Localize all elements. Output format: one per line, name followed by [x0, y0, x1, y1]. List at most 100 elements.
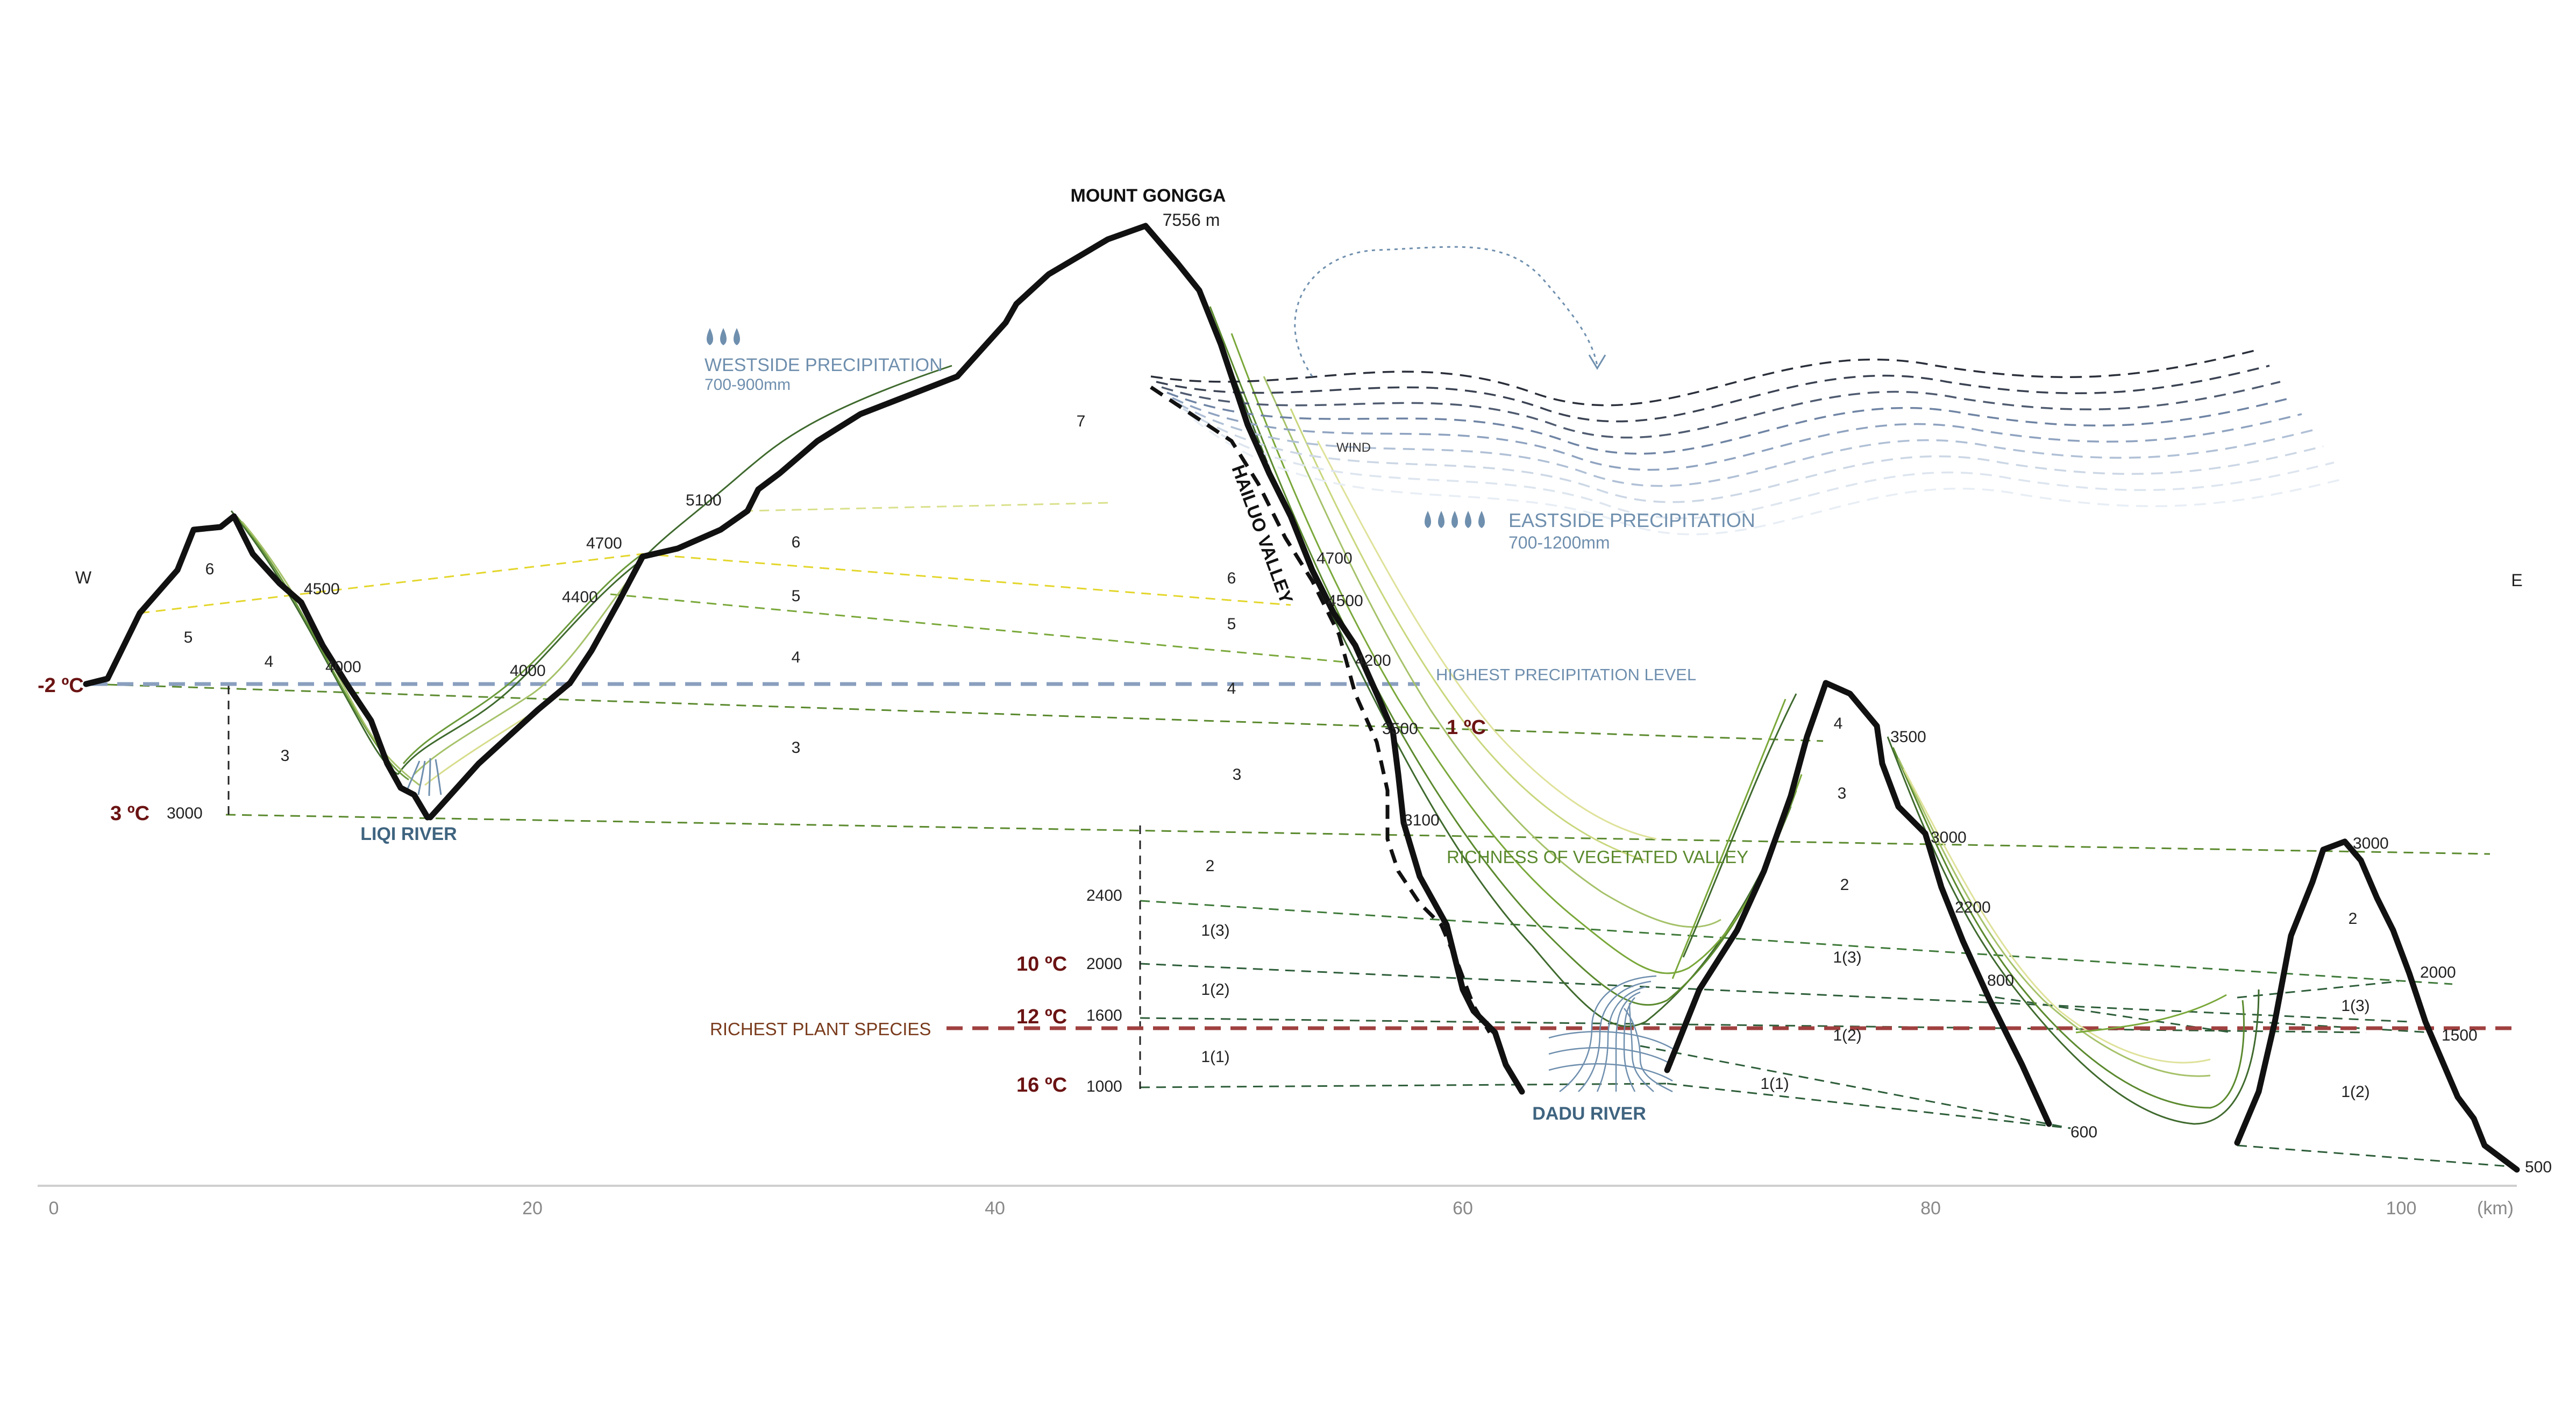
x-tick-100: 100 [2386, 1198, 2417, 1219]
zone-3-ridge: 3 [1838, 785, 1847, 802]
x-tick-60: 60 [1453, 1198, 1473, 1219]
x-tick-20: 20 [522, 1198, 543, 1219]
elev-3000-c: 3000 [2353, 835, 2389, 852]
valley2-veg-2 [1892, 747, 2245, 1109]
elev-500: 500 [2525, 1158, 2552, 1176]
hailuo-valley-path [1150, 386, 1492, 1034]
east-label: E [2511, 571, 2522, 590]
wind-circle-arrow [1294, 246, 1598, 377]
east-ridge-veg-2 [1671, 699, 1787, 979]
zone-3-east: 3 [1233, 766, 1242, 784]
boundary-2-3 [225, 814, 2490, 855]
zone-6-west: 6 [205, 560, 215, 578]
temp-16: 16 ºC [1016, 1074, 1067, 1096]
peak-elevation: 7556 m [1163, 210, 1220, 230]
temp-1: 1 ºC [1447, 716, 1486, 739]
elev-1000: 1000 [1086, 1078, 1122, 1095]
wind-line-5 [1172, 397, 2302, 471]
zone-4-west: 4 [265, 653, 274, 671]
elev-4500-a: 4500 [304, 580, 340, 598]
wind-line-8 [1187, 413, 2335, 519]
zone-1-3-ridge: 1(3) [1833, 949, 1861, 966]
reference-verticals [227, 686, 1141, 1089]
valley2-veg-5 [2075, 994, 2227, 1034]
zone-2-ridge: 2 [1840, 876, 1849, 894]
zone-5-west: 5 [184, 629, 193, 646]
west-small-veg-1 [230, 510, 399, 775]
zone-4-mid: 4 [792, 649, 801, 666]
boundary-2400 [1140, 900, 2453, 985]
zone-7: 7 [1077, 412, 1086, 430]
east-veg-3 [1230, 333, 1803, 974]
temp-minus2: -2 ºC [38, 674, 84, 697]
elev-3100: 3100 [1404, 811, 1440, 829]
east-veg-5 [1290, 408, 1646, 861]
x-tick-0: 0 [49, 1198, 59, 1219]
gongga-outline [427, 223, 1525, 1095]
wind-line-9 [1193, 418, 2345, 536]
wind-arrowhead [1588, 354, 1606, 370]
boundary-6-7 [747, 502, 1108, 512]
zone-3-west: 3 [281, 747, 290, 765]
elev-4000-b: 4000 [510, 662, 546, 680]
zone-1-1-east: 1(1) [1201, 1048, 1229, 1066]
elev-1600: 1600 [1086, 1007, 1122, 1024]
elev-600: 600 [2070, 1123, 2097, 1141]
vegetation-curves [230, 290, 2260, 1125]
elev-4700-b: 4700 [1317, 550, 1353, 567]
valley2-veg-4 [1903, 768, 2211, 1064]
east-precip-range: 700-1200mm [1508, 533, 1610, 552]
x-tick-40: 40 [985, 1198, 1005, 1219]
richness-label: RICHNESS OF VEGETATED VALLEY [1447, 847, 1748, 867]
dadu-river-fan [1548, 975, 1673, 1093]
elev-4400: 4400 [562, 588, 598, 606]
boundary-1600 [1140, 1017, 2367, 1034]
boundary-2000 [1140, 963, 2410, 1023]
elevation-labels: 3000 4500 4000 4000 4400 4700 5100 4700 … [167, 492, 2552, 1176]
zone-2-east: 2 [1206, 857, 1215, 875]
richest-species-label: RICHEST PLANT SPECIES [710, 1019, 931, 1039]
elev-3000-west: 3000 [167, 804, 203, 822]
temp-3: 3 ºC [110, 802, 150, 825]
zone-1-2-valley: 1(2) [1833, 1027, 1861, 1044]
wind-line-7 [1183, 408, 2324, 503]
wind-line-6 [1177, 402, 2313, 487]
zone-1-3-far: 1(3) [2341, 997, 2369, 1015]
elev-5100: 5100 [686, 492, 722, 509]
west-veg-3 [413, 564, 641, 775]
elev-3000-b: 3000 [1931, 829, 1967, 846]
boundary-4-5 [610, 593, 1350, 664]
east-ridge-veg-1 [1682, 693, 1797, 958]
west-label: W [75, 568, 92, 587]
zone-6-mid: 6 [792, 533, 801, 551]
elev-1500: 1500 [2442, 1027, 2478, 1044]
boundary-600 [1667, 1083, 2071, 1129]
temp-10: 10 ºC [1016, 953, 1067, 975]
far-east-ridge-outline [2234, 838, 2520, 1173]
terrain-profile [83, 223, 2520, 1173]
wind-label: WIND [1336, 440, 1371, 455]
east-veg-2 [1209, 306, 1797, 1006]
zone-1-2-far: 1(2) [2341, 1083, 2369, 1101]
zone-boundary-lines [91, 502, 2517, 1168]
boundary-600-b [1640, 1045, 2071, 1129]
elev-4000-a: 4000 [325, 658, 361, 676]
dadu-river-label: DADU RIVER [1532, 1103, 1646, 1124]
zone-5-mid: 5 [792, 587, 801, 605]
boundary-2000-e [2237, 980, 2399, 999]
elev-2000-b: 2000 [2420, 964, 2456, 981]
boundary-500 [2237, 1144, 2517, 1168]
boundary-800 [1979, 994, 2232, 1034]
peak-name: MOUNT GONGGA [1071, 186, 1226, 206]
zone-4-east: 4 [1227, 680, 1236, 697]
zone-6-east: 6 [1227, 569, 1236, 587]
zone-4-ridge: 4 [1834, 715, 1843, 732]
valley2-veg-3 [1897, 758, 2211, 1077]
boundary-1000 [1140, 1083, 1668, 1088]
zone-1-2-east: 1(2) [1201, 981, 1229, 999]
x-tick-80: 80 [1920, 1198, 1941, 1219]
elev-4500-b: 4500 [1327, 592, 1363, 610]
elev-3500-a: 3500 [1382, 720, 1418, 738]
west-ridge-outline [83, 513, 431, 821]
